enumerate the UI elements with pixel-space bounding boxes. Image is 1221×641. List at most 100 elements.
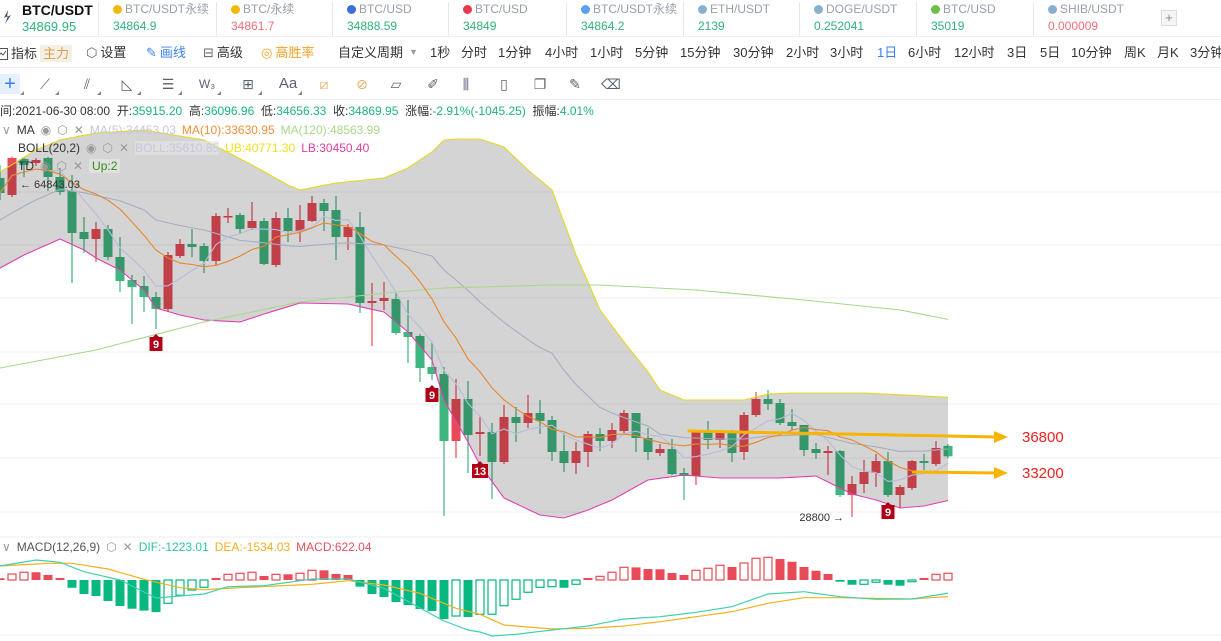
gear-icon[interactable]: ⬡ <box>102 141 114 155</box>
macd-bar <box>631 567 641 580</box>
period-tab[interactable]: 6小时 <box>908 45 942 60</box>
horizontal-lines-icon[interactable]: ☰ <box>161 76 175 92</box>
period-tab[interactable]: 4小时 <box>545 45 579 60</box>
chevron-down-icon[interactable]: ∨ <box>2 540 11 554</box>
win-rate-button[interactable]: ◎ 高胜率 <box>261 45 314 60</box>
macd-bar <box>715 564 725 581</box>
trend-line-icon[interactable]: ⟋ <box>40 76 50 92</box>
ticker-item-price: 34849 <box>463 19 497 33</box>
logo-icon <box>2 9 12 25</box>
period-tab[interactable]: 5分钟 <box>635 45 669 60</box>
low-value: 34656.33 <box>276 104 327 118</box>
ticker-item[interactable]: BTC/USD 35019 <box>916 2 996 36</box>
period-tab[interactable]: 1小时 <box>590 45 624 60</box>
settings-button[interactable]: ⬡ 设置 <box>86 45 126 60</box>
period-tab[interactable]: 3日 <box>1007 45 1028 60</box>
ticker-item[interactable]: SHIB/USDT 0.000009 <box>1033 2 1124 36</box>
change-label: 涨幅: <box>405 104 433 118</box>
period-tab[interactable]: 30分钟 <box>733 45 774 60</box>
close-icon[interactable]: ✕ <box>119 141 130 155</box>
ticker-item[interactable]: ETH/USDT 2139 <box>683 2 770 36</box>
ticker-item[interactable]: BTC/永续 34861.7 <box>216 2 294 36</box>
period-tab[interactable]: 5日 <box>1040 45 1061 60</box>
edit-icon[interactable]: ✎ <box>569 76 581 92</box>
close-icon[interactable]: ✕ <box>73 123 84 137</box>
candles-icon[interactable]: ⫼ <box>462 76 470 92</box>
period-tab[interactable]: 分时 <box>461 45 488 60</box>
ticker-item[interactable]: BTC/USDT永续 34864.2 <box>566 2 677 36</box>
macd-bar <box>91 580 101 597</box>
crosshair-icon[interactable]: + <box>0 74 20 94</box>
macd-bar <box>655 569 665 580</box>
boll-name: BOLL(20,2) <box>18 141 81 155</box>
eye-icon[interactable]: ◉ <box>86 141 97 155</box>
indicator-badge: 主力 <box>40 45 73 62</box>
triangle-icon[interactable]: ◺ <box>121 76 133 92</box>
boll-lb-value: LB:30450.40 <box>301 141 370 155</box>
eye-icon[interactable]: ◉ <box>40 159 51 173</box>
chevron-down-icon[interactable]: ∨ <box>2 123 11 137</box>
macd-bar <box>331 573 341 580</box>
brush-icon[interactable]: ✐ <box>427 76 439 92</box>
wave-icon[interactable]: W₃ <box>198 77 216 91</box>
ticker-main[interactable]: BTC/USDT 34869.95 <box>8 2 93 36</box>
lock-icon[interactable]: ▯ <box>500 76 508 92</box>
boll-ub-value: UB:40771.30 <box>225 141 296 155</box>
macd-bar <box>427 580 437 611</box>
advanced-button[interactable]: ⊟ 高级 <box>203 45 243 60</box>
close-icon[interactable]: ✕ <box>72 159 84 173</box>
trash-icon[interactable]: ⌫ <box>601 76 621 92</box>
macd-bar <box>139 580 149 611</box>
binance-icon <box>113 4 122 14</box>
submenu-indicator <box>20 91 24 95</box>
submenu-indicator <box>258 91 262 95</box>
ticker-item[interactable]: BTC/USD 34849 <box>448 2 528 36</box>
gear-icon[interactable]: ⬡ <box>56 159 67 173</box>
arrow-head <box>994 431 1008 443</box>
ruler-icon[interactable]: ▱ <box>390 76 402 92</box>
period-tab[interactable]: 1分钟 <box>498 45 532 60</box>
chevron-down-icon: ▼ <box>409 47 418 57</box>
macd-bar <box>355 580 365 587</box>
macd-bar <box>283 574 293 580</box>
ma10-value: MA(10):33630.95 <box>181 123 275 137</box>
eye-icon[interactable]: ◉ <box>40 123 52 137</box>
period-tab[interactable]: 10分钟 <box>1071 45 1112 60</box>
arrow-head <box>994 467 1008 479</box>
text-icon[interactable]: Aa <box>278 75 298 92</box>
period-tab[interactable]: 3小时 <box>830 45 864 60</box>
gear-icon[interactable]: ⬡ <box>106 540 117 554</box>
period-tab[interactable]: 2小时 <box>786 45 820 60</box>
period-tab[interactable]: 1日 <box>877 45 898 60</box>
ticker-item-price: 34861.7 <box>231 19 275 33</box>
measure-circle-icon[interactable]: ⊘ <box>356 76 368 92</box>
macd-bar <box>115 580 125 607</box>
close-value: 34869.95 <box>348 104 399 118</box>
box-icon[interactable]: ⊞ <box>242 76 254 92</box>
measure-icon[interactable]: ⧄ <box>319 76 329 92</box>
gear-icon[interactable]: ⬡ <box>57 123 68 137</box>
period-tab[interactable]: 月K <box>1157 45 1179 60</box>
ticker-item[interactable]: BTC/USDT永续 34864.9 <box>98 2 209 36</box>
period-tab[interactable]: 15分钟 <box>680 45 721 60</box>
copy-icon[interactable]: ❐ <box>533 76 547 92</box>
ticker-item-symbol: SHIB/USDT <box>1060 2 1125 16</box>
macd-bar <box>7 573 17 581</box>
period-tab[interactable]: 12小时 <box>954 45 995 60</box>
ticker-item-price: 2139 <box>698 19 725 33</box>
draw-button[interactable]: ✎ 画线 <box>146 45 186 60</box>
macd-bar <box>67 580 77 588</box>
period-tab[interactable]: 3分钟 <box>1190 45 1221 60</box>
parallel-channel-icon[interactable]: ⫽ <box>83 76 91 92</box>
add-ticker-button[interactable]: + <box>1161 10 1177 26</box>
macd-bar <box>799 566 809 580</box>
period-tab[interactable]: 周K <box>1124 45 1146 60</box>
ticker-item[interactable]: BTC/USD 34888.59 <box>332 2 412 36</box>
custom-period-dropdown[interactable]: 自定义周期 ▼ <box>338 45 418 60</box>
draw-label: 画线 <box>159 45 186 60</box>
period-tab[interactable]: 1秒 <box>430 45 451 60</box>
ticker-item[interactable]: DOGE/USDT 0.252041 <box>799 2 897 36</box>
indicator-button[interactable]: 指标 主力 <box>0 45 73 62</box>
close-icon[interactable]: ✕ <box>122 540 133 554</box>
